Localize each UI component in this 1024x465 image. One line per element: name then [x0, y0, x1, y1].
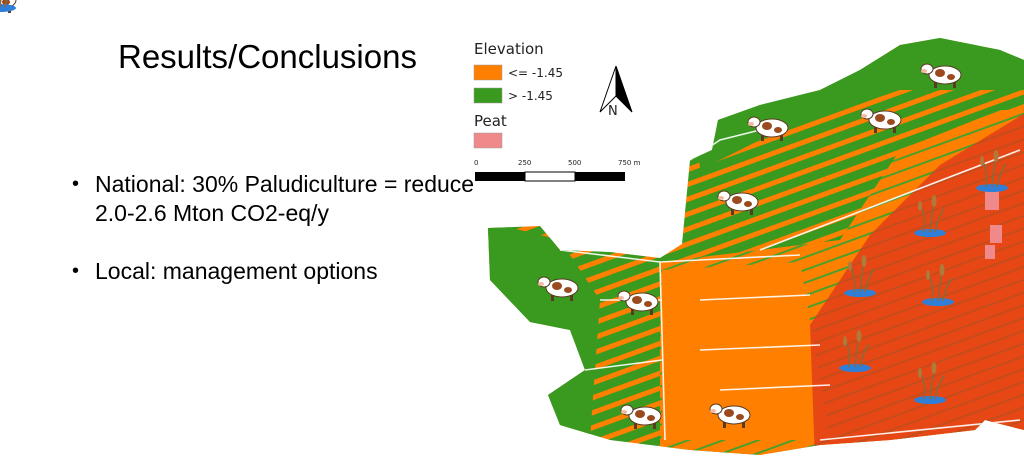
- north-arrow-icon: N: [599, 65, 633, 119]
- map-legend: Elevation <= -1.45 > -1.45 Peat: [473, 40, 563, 149]
- legend-peat-title: Peat: [474, 112, 507, 130]
- bullet-dot-icon: •: [72, 173, 80, 195]
- legend-low-label: <= -1.45: [508, 66, 563, 80]
- bullet-text: Local: management options: [95, 258, 378, 284]
- bullet-text: National: 30% Paludiculture = reduce 2.0…: [95, 171, 475, 226]
- scale-bar: 0 250 500 750 m: [474, 159, 641, 182]
- reed-plant-icon-group: [0, 0, 16, 12]
- reed-plant-icon: [0, 0, 16, 12]
- bullet-national: • National: 30% Paludiculture = reduce 2…: [70, 170, 490, 228]
- legend-elevation-title: Elevation: [474, 40, 544, 58]
- scale-tick-label: 250: [518, 159, 531, 167]
- scale-tick-label: 0: [474, 159, 478, 167]
- slide-title: Results/Conclusions: [118, 38, 417, 75]
- legend-high-label: > -1.45: [508, 89, 553, 103]
- elevation-layer: [488, 38, 1024, 455]
- scale-segment: [524, 171, 576, 182]
- legend-high-swatch: [473, 87, 503, 104]
- scale-segment: [575, 172, 625, 181]
- legend-low-swatch: [473, 64, 503, 81]
- legend-peat-swatch: [473, 132, 503, 149]
- bullet-local: • Local: management options: [70, 257, 490, 286]
- scale-segment: [475, 172, 525, 181]
- north-label: N: [608, 104, 618, 119]
- scale-tick-label: 500: [568, 159, 581, 167]
- bullet-dot-icon: •: [72, 260, 80, 282]
- scale-tick-label: 750 m: [618, 159, 641, 167]
- bullet-list: • National: 30% Paludiculture = reduce 2…: [70, 170, 490, 315]
